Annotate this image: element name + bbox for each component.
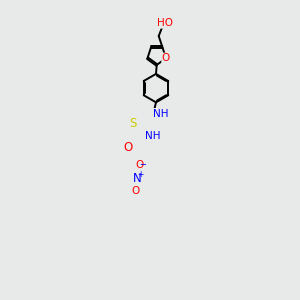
Text: NH: NH [153,109,169,119]
Text: NH: NH [145,130,160,141]
Text: S: S [130,117,137,130]
Text: O: O [131,186,139,197]
Text: HO: HO [157,18,173,28]
Text: O: O [123,141,132,154]
Text: O: O [162,53,170,63]
Text: N: N [133,172,142,185]
Text: O: O [135,160,144,170]
Text: −: − [140,160,146,169]
Text: +: + [137,170,143,179]
